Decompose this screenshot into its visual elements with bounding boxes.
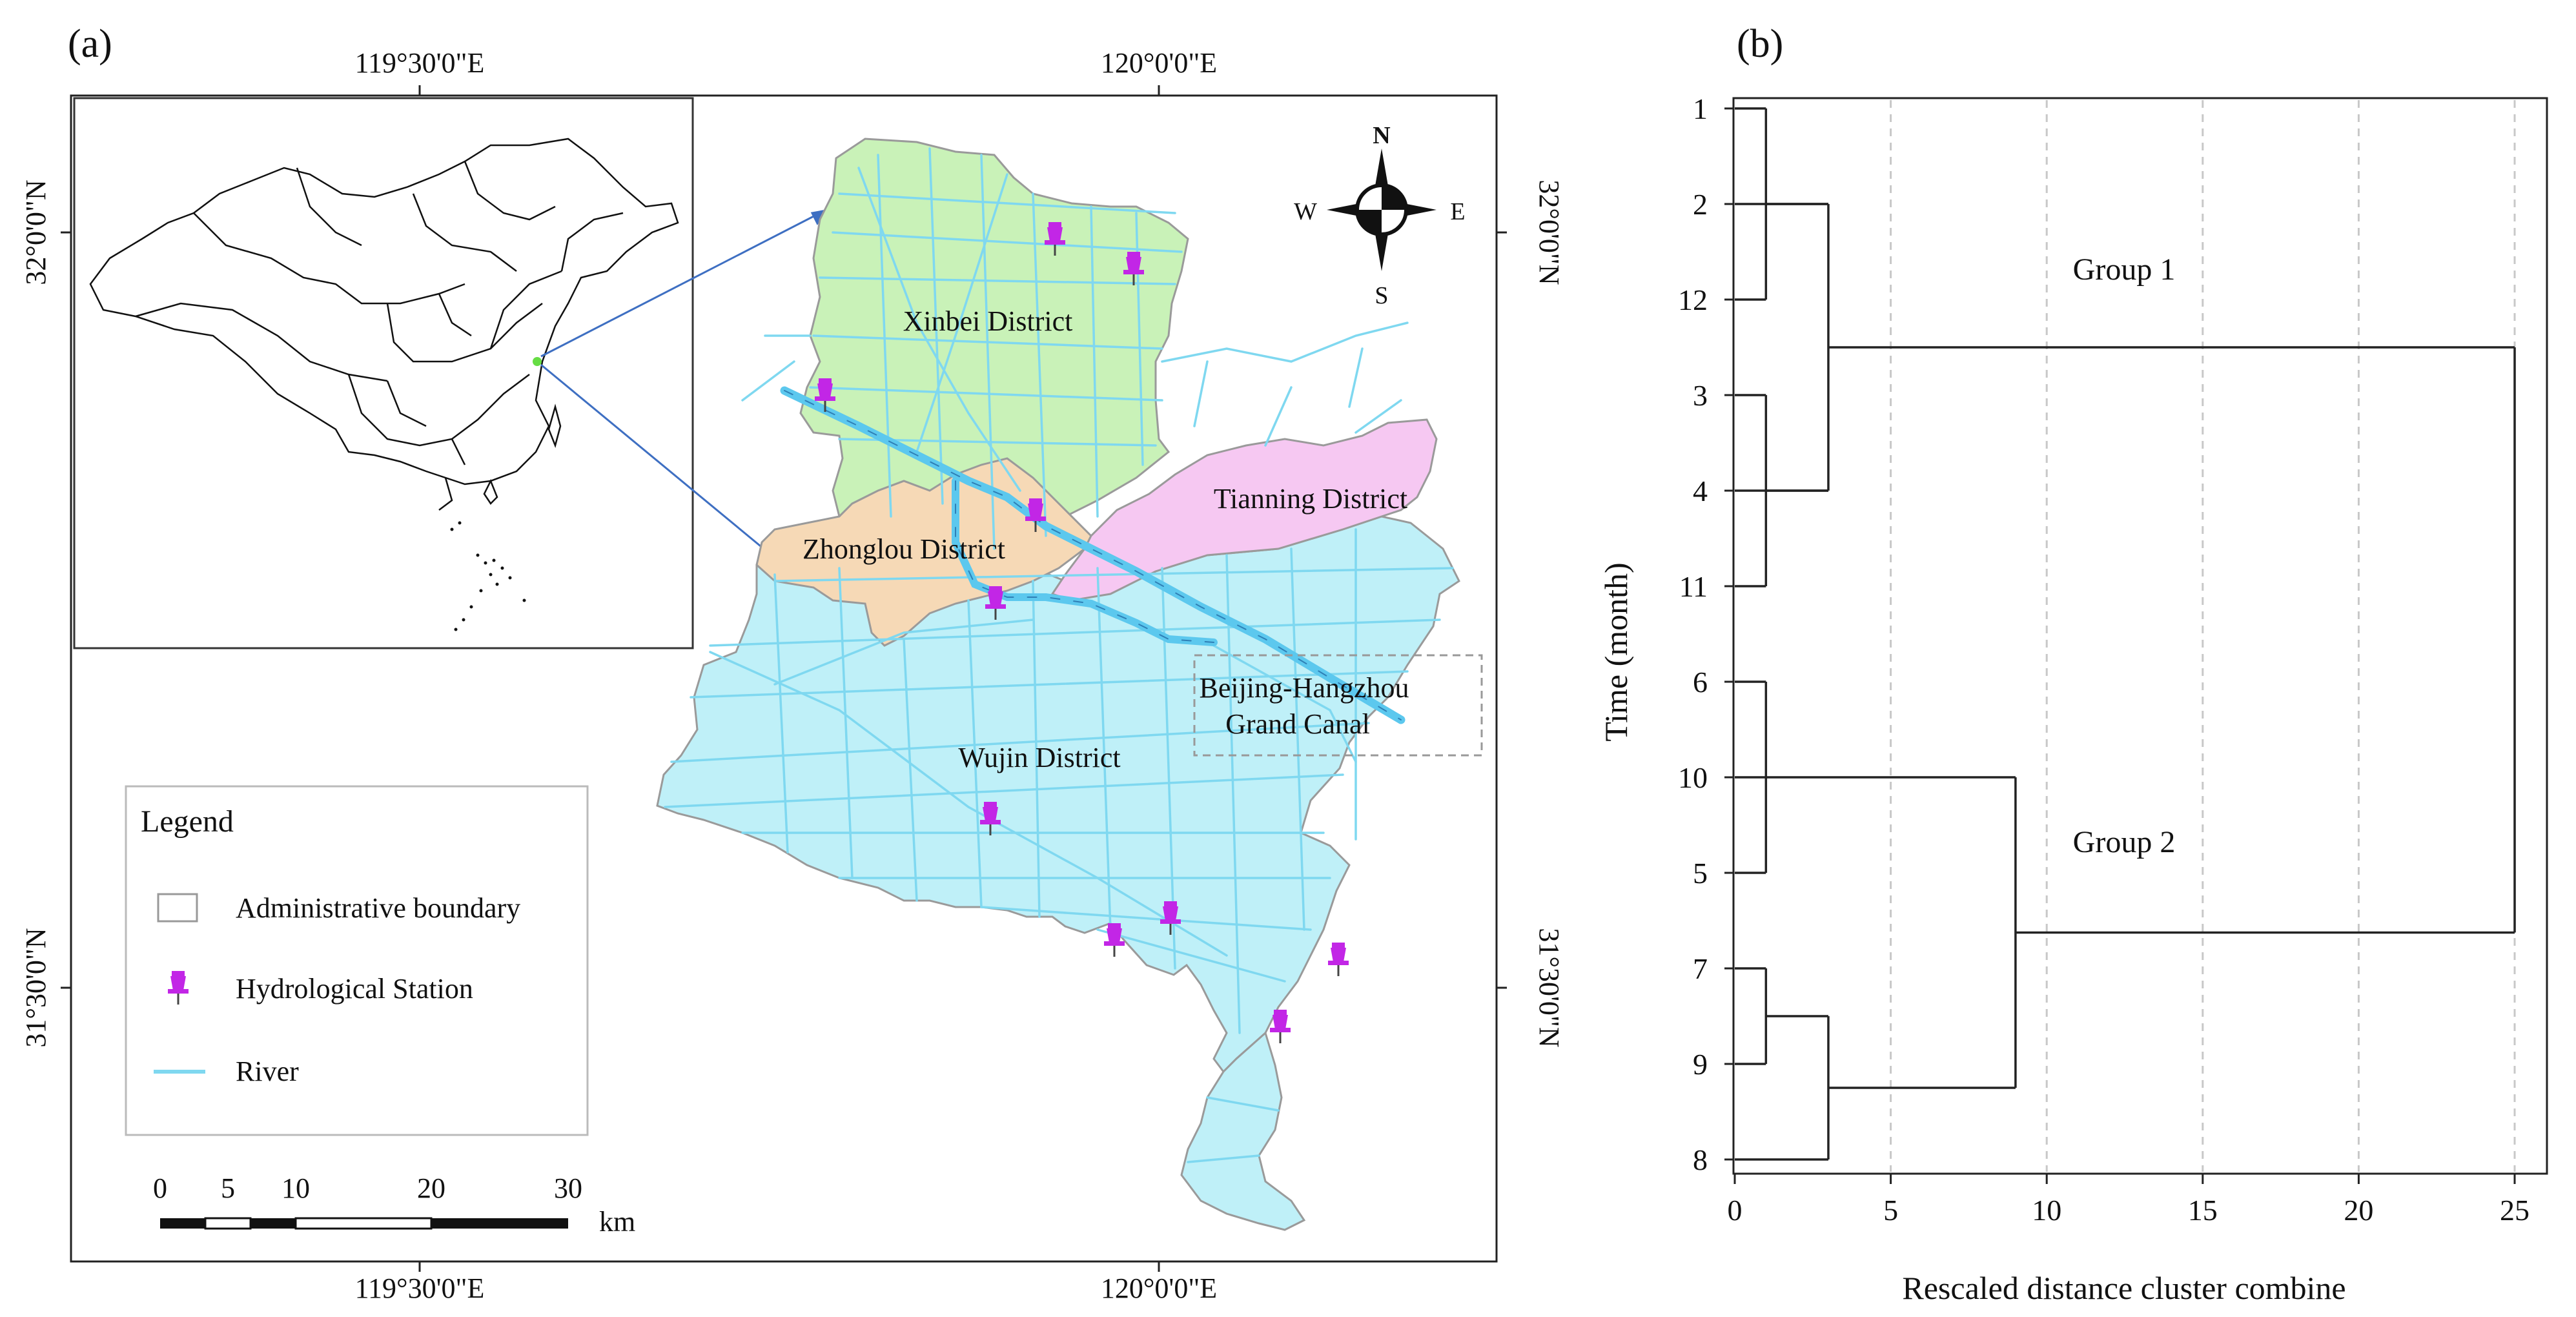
scale-unit: km [599,1206,635,1238]
coord-left-top: 32°0'0"N [20,179,52,285]
leaf-label: 5 [1693,857,1708,890]
frame-ticks [61,85,1507,1272]
coord-bottom-right: 120°0'0"E [1101,1272,1217,1304]
scale-tick-10: 10 [281,1172,310,1204]
leaf-label: 12 [1678,283,1708,316]
group-2-label: Group 2 [2073,825,2176,859]
panel-b-label: (b) [1737,22,1783,66]
scale-tick-30: 30 [554,1172,582,1204]
label-tianning-district: Tianning District [1214,483,1407,515]
compass-n: N [1373,122,1390,149]
leaf-label: 8 [1693,1143,1708,1176]
coord-right-bottom: 31°30'0"N [1533,928,1565,1047]
leaf-label: 11 [1679,570,1708,603]
y-axis-label: Time (month) [1598,562,1634,741]
canal-label-box [1193,654,1483,757]
coord-bottom-left: 119°30'0"E [355,1272,485,1304]
label-zhonglou-district: Zhonglou District [802,533,1005,565]
leaf-label: 10 [1678,761,1708,794]
study-area-marker [533,357,542,366]
x-tick-label: 0 [1728,1194,1743,1227]
panel-a-label: (a) [68,22,112,66]
leaf-label: 2 [1693,188,1708,221]
scale-tick-20: 20 [417,1172,445,1204]
coord-right-top: 32°0'0"N [1533,179,1565,285]
legend-box [125,785,589,1136]
coord-left-bottom: 31°30'0"N [20,928,52,1047]
river-network [664,147,1454,1163]
grand-canal [780,386,1406,724]
coord-top-right: 120°0'0"E [1101,47,1217,79]
x-tick-label: 25 [2500,1194,2530,1227]
south-china-sea-islands-icon [450,521,526,631]
label-wujin-district: Wujin District [958,742,1120,773]
coord-top-left: 119°30'0"E [355,47,485,79]
wujin-southern-lobe [1180,1031,1306,1231]
leaf-label: 6 [1693,666,1708,699]
scale-tick-0: 0 [153,1172,167,1204]
x-tick-label: 10 [2032,1194,2061,1227]
x-tick-label: 15 [2188,1194,2218,1227]
compass-rose-icon [1327,148,1436,271]
x-axis-label: Rescaled distance cluster combine [1902,1270,2346,1306]
compass-w: W [1294,198,1317,225]
legend-item-boundary: Administrative boundary [236,892,520,924]
x-tick-label: 5 [1883,1194,1898,1227]
compass-s: S [1375,282,1388,309]
compass-e: E [1450,198,1465,225]
inset-frame [73,97,694,649]
legend-item-station: Hydrological Station [236,973,473,1005]
legend-item-river: River [236,1056,299,1087]
scale-tick-5: 5 [221,1172,235,1204]
scale-bar [160,1217,568,1230]
label-xinbei-district: Xinbei District [903,305,1073,337]
canal-label-line2: Grand Canal [1225,708,1370,740]
group-1-label: Group 1 [2073,252,2176,287]
leaf-label: 9 [1693,1048,1708,1081]
canal-label-line1: Beijing-Hangzhou [1199,672,1409,704]
plot-frame [1732,97,2548,1175]
x-tick-label: 20 [2344,1194,2373,1227]
legend-title: Legend [141,804,234,839]
leaf-label: 3 [1693,379,1708,412]
boundary-box-icon [157,893,198,923]
leaf-label: 7 [1693,952,1708,985]
leaf-label: 1 [1693,92,1708,125]
leaf-label: 4 [1693,475,1708,507]
china-outline-icon [89,138,679,511]
